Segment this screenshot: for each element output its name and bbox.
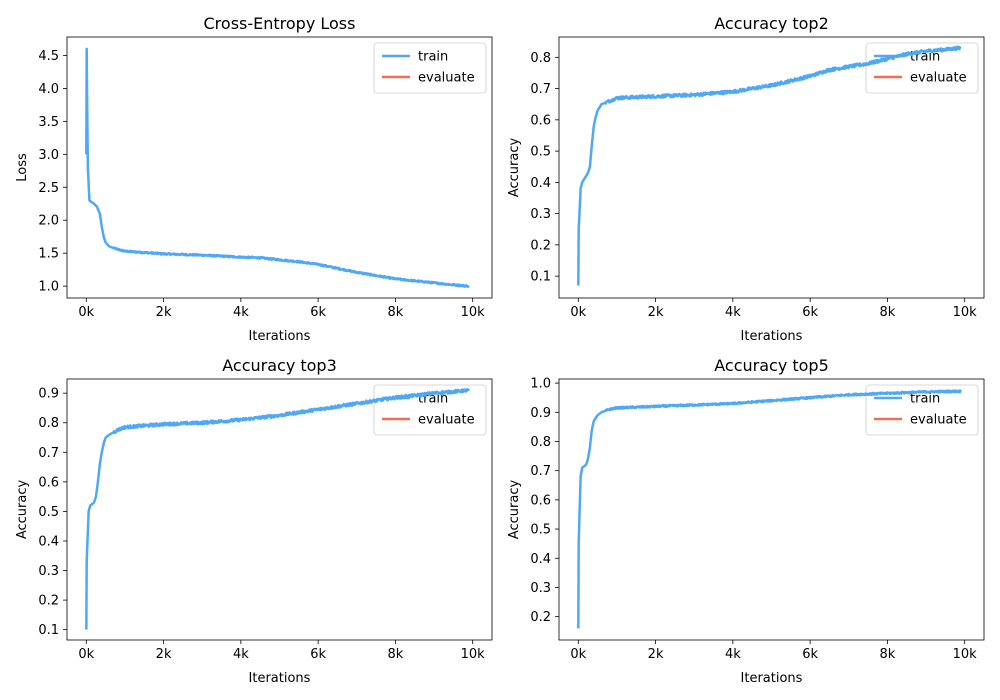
y-tick-label: 0.8 bbox=[530, 51, 551, 66]
x-tick-label: 10k bbox=[461, 305, 486, 320]
y-axis-label: Accuracy bbox=[507, 480, 522, 540]
y-axis-label: Accuracy bbox=[507, 138, 522, 198]
x-tick-label: 2k bbox=[156, 647, 172, 662]
y-tick-label: 0.6 bbox=[530, 113, 551, 128]
subplot-4: Accuracy top5 0k 2k 4k 6k 8k 10k 0.2 0.3 0.4 0.5 0.… bbox=[507, 356, 985, 686]
x-tick-label: 10k bbox=[953, 647, 978, 662]
y-tick-label: 0.5 bbox=[530, 523, 551, 538]
x-tick-label: 0k bbox=[78, 647, 94, 662]
y-tick-label: 0.5 bbox=[38, 505, 59, 520]
x-tick-label: 6k bbox=[310, 305, 326, 320]
y-tick-label: 0.3 bbox=[530, 207, 551, 222]
y-tick-label: 3.0 bbox=[38, 148, 59, 163]
y-tick-label: 0.9 bbox=[530, 406, 551, 421]
y-tick-label: 0.6 bbox=[38, 475, 59, 490]
legend-label-train: train bbox=[418, 50, 448, 65]
y-tick-label: 0.8 bbox=[38, 416, 59, 431]
y-tick-label: 1.5 bbox=[38, 247, 59, 262]
legend-label-evaluate: evaluate bbox=[418, 413, 475, 428]
x-axis-label: Iterations bbox=[249, 329, 311, 344]
x-tick-label: 4k bbox=[725, 305, 741, 320]
subplot-3: Accuracy top3 0k 2k 4k 6k 8k 10k 0.1 0.2 0.3 0.4 0.… bbox=[15, 356, 493, 686]
y-tick-label: 0.4 bbox=[530, 552, 551, 567]
axes-frame bbox=[66, 36, 493, 299]
subplot-2: Accuracy top2 0k 2k 4k 6k 8k 10k 0.1 0.2 0.3 0.4 0.… bbox=[507, 14, 985, 344]
y-tick-label: 0.3 bbox=[38, 564, 59, 579]
x-tick-label: 0k bbox=[78, 305, 94, 320]
chart-title: Cross-Entropy Loss bbox=[204, 14, 356, 33]
series-line-train bbox=[577, 389, 962, 629]
y-tick-label: 0.4 bbox=[530, 176, 551, 191]
y-tick-label: 0.2 bbox=[38, 594, 59, 609]
x-axis-label: Iterations bbox=[741, 329, 803, 344]
y-tick-label: 4.5 bbox=[38, 49, 59, 64]
y-tick-label: 0.6 bbox=[530, 493, 551, 508]
x-axis-label: Iterations bbox=[741, 671, 803, 686]
x-axis-label: Iterations bbox=[249, 671, 311, 686]
y-tick-label: 0.4 bbox=[38, 534, 59, 549]
y-tick-label: 3.5 bbox=[38, 115, 59, 130]
series-line-train bbox=[85, 388, 470, 630]
series-line-train bbox=[577, 45, 962, 286]
axes-frame bbox=[558, 36, 985, 299]
series-line-train bbox=[85, 47, 470, 289]
y-tick-label: 0.5 bbox=[530, 145, 551, 160]
legend-label-evaluate: evaluate bbox=[418, 71, 475, 86]
y-tick-label: 4.0 bbox=[38, 82, 59, 97]
legend-label-evaluate: evaluate bbox=[910, 413, 967, 428]
y-tick-label: 0.7 bbox=[530, 464, 551, 479]
x-tick-label: 8k bbox=[388, 305, 404, 320]
y-tick-label: 0.2 bbox=[530, 238, 551, 253]
x-tick-label: 2k bbox=[156, 305, 172, 320]
y-tick-label: 0.7 bbox=[530, 82, 551, 97]
y-tick-label: 0.1 bbox=[530, 270, 551, 285]
subplot-1: Cross-Entropy Loss 0k 2k 4k 6k 8k 10k 1.0 1.5 2.0… bbox=[15, 14, 493, 344]
axes-frame bbox=[66, 378, 493, 641]
x-tick-label: 6k bbox=[310, 647, 326, 662]
y-tick-label: 0.7 bbox=[38, 446, 59, 461]
x-tick-label: 8k bbox=[388, 647, 404, 662]
x-tick-label: 6k bbox=[802, 647, 818, 662]
legend-label-train: train bbox=[910, 392, 940, 407]
x-tick-label: 4k bbox=[725, 647, 741, 662]
legend: train evaluate bbox=[865, 384, 979, 436]
y-tick-label: 0.9 bbox=[38, 387, 59, 402]
x-tick-label: 0k bbox=[570, 647, 586, 662]
y-tick-label: 0.1 bbox=[38, 623, 59, 638]
y-tick-label: 1.0 bbox=[38, 280, 59, 295]
y-tick-label: 0.8 bbox=[530, 435, 551, 450]
y-tick-label: 2.5 bbox=[38, 181, 59, 196]
y-tick-label: 0.2 bbox=[530, 610, 551, 625]
y-tick-label: 1.0 bbox=[530, 377, 551, 392]
x-tick-label: 10k bbox=[461, 647, 486, 662]
chart-title: Accuracy top3 bbox=[222, 356, 337, 375]
chart-title: Accuracy top2 bbox=[714, 14, 829, 33]
y-axis-label: Accuracy bbox=[15, 480, 30, 540]
x-tick-label: 8k bbox=[880, 305, 896, 320]
chart-title: Accuracy top5 bbox=[714, 356, 829, 375]
axes-frame bbox=[558, 378, 985, 641]
y-tick-label: 2.0 bbox=[38, 214, 59, 229]
legend-label-evaluate: evaluate bbox=[910, 71, 967, 86]
x-tick-label: 0k bbox=[570, 305, 586, 320]
x-tick-label: 10k bbox=[953, 305, 978, 320]
y-tick-label: 0.3 bbox=[530, 581, 551, 596]
y-axis-label: Loss bbox=[15, 153, 30, 182]
x-tick-label: 2k bbox=[648, 647, 664, 662]
x-tick-label: 8k bbox=[880, 647, 896, 662]
x-tick-label: 4k bbox=[233, 647, 249, 662]
x-tick-label: 2k bbox=[648, 305, 664, 320]
x-tick-label: 6k bbox=[802, 305, 818, 320]
x-tick-label: 4k bbox=[233, 305, 249, 320]
legend: train evaluate bbox=[373, 42, 487, 94]
